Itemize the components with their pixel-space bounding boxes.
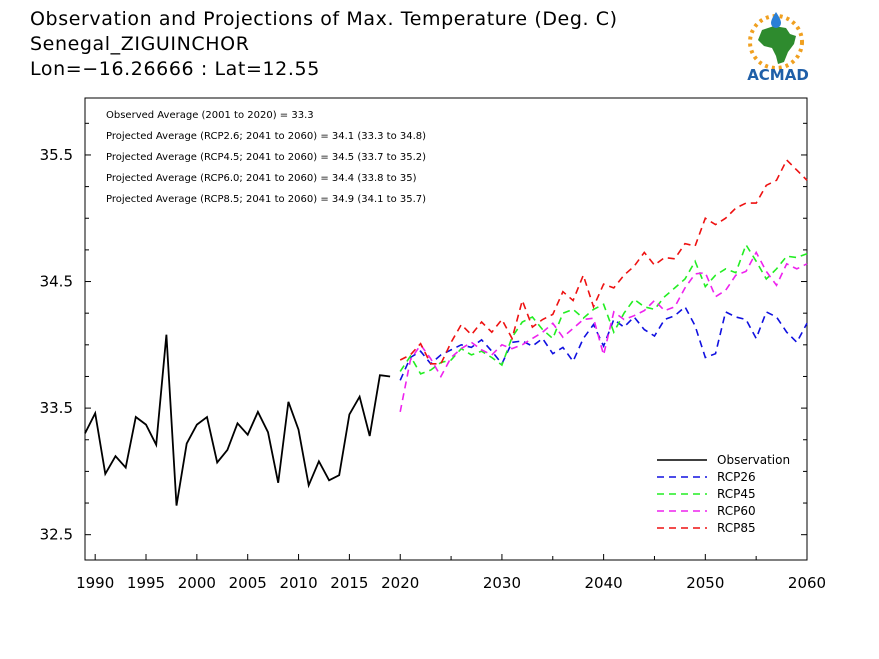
x-tick-label: 1990	[76, 574, 114, 592]
legend-label: RCP26	[717, 470, 756, 484]
legend-label: RCP45	[717, 487, 756, 501]
africa-map-icon	[758, 26, 796, 64]
x-tick-label: 2040	[585, 574, 623, 592]
series-line-rcp85	[399, 158, 808, 365]
x-tick-label: 2050	[686, 574, 724, 592]
x-tick-label: 1995	[127, 574, 165, 592]
x-tick-label: 2000	[178, 574, 216, 592]
legend-label: RCP85	[717, 521, 756, 535]
annotation-line: Projected Average (RCP6.0; 2041 to 2060)…	[106, 173, 417, 184]
legend-label: Observation	[717, 453, 790, 467]
station-name: Senegal_ZIGUINCHOR	[30, 33, 250, 55]
series-line-rcp26	[399, 305, 808, 381]
x-tick-label: 2030	[483, 574, 521, 592]
x-tick-label: 2015	[330, 574, 368, 592]
coordinates-label: Lon=−16.26666 : Lat=12.55	[30, 58, 320, 80]
y-tick-label: 34.5	[40, 273, 73, 291]
y-tick-label: 32.5	[40, 526, 73, 544]
series-line-rcp45	[399, 242, 808, 375]
logo-text: ACMAD	[747, 66, 809, 82]
x-tick-label: 2010	[279, 574, 317, 592]
annotation-line: Projected Average (RCP2.6; 2041 to 2060)…	[106, 131, 426, 142]
legend-label: RCP60	[717, 504, 756, 518]
x-tick-label: 2005	[229, 574, 267, 592]
series-line-observation	[84, 334, 391, 506]
water-drop-icon	[771, 12, 781, 28]
annotation-line: Projected Average (RCP8.5; 2041 to 2060)…	[106, 194, 426, 205]
y-tick-label: 33.5	[40, 399, 73, 417]
plot-frame	[84, 97, 808, 561]
x-tick-label: 2020	[381, 574, 419, 592]
x-tick-label: 2060	[788, 574, 826, 592]
chart-title: Observation and Projections of Max. Temp…	[30, 8, 618, 30]
annotation-line: Projected Average (RCP4.5; 2041 to 2060)…	[106, 152, 426, 163]
y-tick-label: 35.5	[40, 146, 73, 164]
annotation-line: Observed Average (2001 to 2020) = 33.3	[106, 110, 314, 121]
acmad-logo: ACMAD	[747, 12, 809, 82]
series-line-rcp60	[399, 250, 808, 413]
